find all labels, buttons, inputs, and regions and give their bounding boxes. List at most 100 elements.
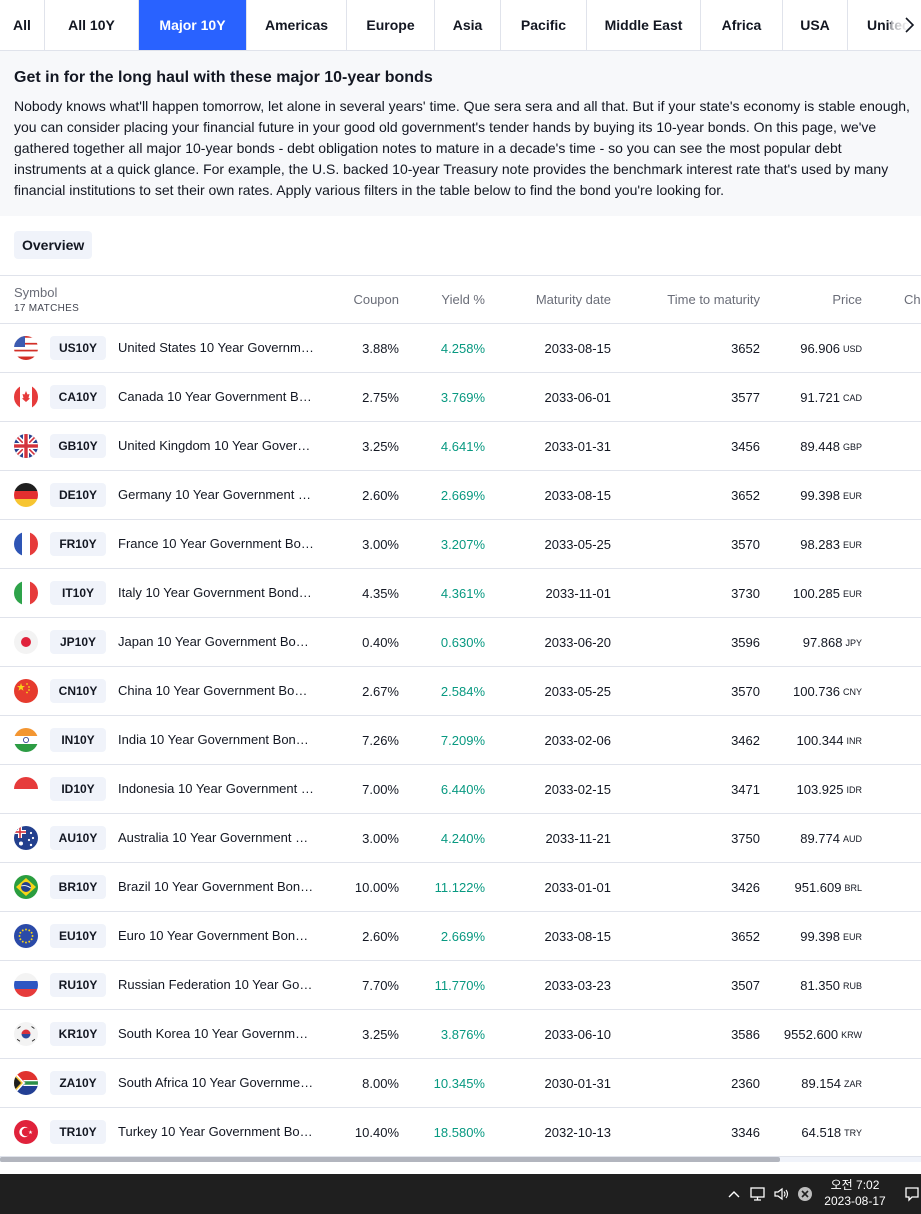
maturity-date-value: 2033-08-15 bbox=[544, 340, 612, 356]
table-row[interactable]: RU10Y Russian Federation 10 Year Governme… bbox=[0, 961, 921, 1010]
bond-ticker[interactable]: ZA10Y bbox=[50, 1071, 106, 1095]
price-currency: ZAR bbox=[844, 1079, 862, 1089]
price-currency: KRW bbox=[841, 1030, 862, 1040]
price-currency: CNY bbox=[842, 687, 862, 697]
bond-name[interactable]: China 10 Year Government Bonds Yield bbox=[118, 683, 314, 698]
column-maturity-date[interactable]: Maturity date bbox=[535, 292, 611, 307]
intro-title: Get in for the long haul with these majo… bbox=[14, 69, 433, 86]
table-row[interactable]: CN10Y China 10 Year Government Bonds Yiel… bbox=[0, 667, 921, 716]
maturity-date-value: 2032-10-13 bbox=[544, 1124, 612, 1140]
tab-asia[interactable]: Asia bbox=[435, 0, 501, 50]
column-symbol[interactable]: Symbol 17 MATCHES bbox=[14, 276, 79, 323]
bond-name[interactable]: Canada 10 Year Government Bonds Yield bbox=[118, 389, 314, 404]
bond-name[interactable]: United States 10 Year Government Bonds Y… bbox=[118, 340, 314, 355]
column-yield[interactable]: Yield % bbox=[441, 292, 485, 307]
horizontal-scrollbar[interactable] bbox=[0, 1157, 921, 1162]
bond-name[interactable]: Australia 10 Year Government Bonds Yield bbox=[118, 830, 314, 845]
bond-ticker[interactable]: GB10Y bbox=[50, 434, 106, 458]
bond-name[interactable]: United Kingdom 10 Year Government Bonds … bbox=[118, 438, 314, 453]
coupon-value: 7.70% bbox=[362, 977, 399, 993]
table-row[interactable]: US10Y United States 10 Year Government Bo… bbox=[0, 324, 921, 373]
volume-icon[interactable] bbox=[772, 1184, 792, 1204]
table-row[interactable]: AU10Y Australia 10 Year Government Bonds … bbox=[0, 814, 921, 863]
chevron-up-icon[interactable] bbox=[724, 1184, 744, 1204]
bond-ticker[interactable]: US10Y bbox=[50, 336, 106, 360]
tabs-scroll-right-button[interactable] bbox=[891, 0, 921, 50]
price-cell: 99.398 EUR bbox=[770, 912, 862, 960]
coupon-value: 2.60% bbox=[362, 928, 399, 944]
coupon-value: 2.60% bbox=[362, 487, 399, 503]
column-time-to-maturity[interactable]: Time to maturity bbox=[667, 292, 760, 307]
tr-flag-icon bbox=[14, 1120, 38, 1144]
tab-all[interactable]: All bbox=[0, 0, 45, 50]
tab-middle-east[interactable]: Middle East bbox=[587, 0, 701, 50]
tab-pacific[interactable]: Pacific bbox=[501, 0, 587, 50]
yield-value: 0.630% bbox=[440, 634, 485, 650]
bond-name[interactable]: Russian Federation 10 Year Government Bo… bbox=[118, 977, 314, 992]
yield-value: 6.440% bbox=[440, 781, 485, 797]
column-price[interactable]: Price bbox=[832, 292, 862, 307]
bond-name[interactable]: Indonesia 10 Year Government Bonds Yield bbox=[118, 781, 314, 796]
bond-ticker[interactable]: CN10Y bbox=[50, 679, 106, 703]
table-row[interactable]: ZA10Y South Africa 10 Year Government Bon… bbox=[0, 1059, 921, 1108]
price-value: 9552.600 bbox=[783, 1026, 839, 1042]
tab-major-10y[interactable]: Major 10Y bbox=[139, 0, 247, 50]
tab-europe[interactable]: Europe bbox=[347, 0, 435, 50]
bond-ticker[interactable]: ID10Y bbox=[50, 777, 106, 801]
maturity-date-value: 2033-06-10 bbox=[544, 1026, 612, 1042]
bond-name[interactable]: Brazil 10 Year Government Bonds Yield bbox=[118, 879, 314, 894]
bond-name[interactable]: Turkey 10 Year Government Bonds Yield bbox=[118, 1124, 314, 1139]
bond-ticker[interactable]: IN10Y bbox=[50, 728, 106, 752]
column-coupon[interactable]: Coupon bbox=[353, 292, 399, 307]
bond-name[interactable]: Euro 10 Year Government Bonds Yield bbox=[118, 928, 314, 943]
bond-ticker[interactable]: IT10Y bbox=[50, 581, 106, 605]
overview-tab[interactable]: Overview bbox=[14, 231, 93, 259]
bond-ticker[interactable]: JP10Y bbox=[50, 630, 106, 654]
bond-ticker[interactable]: BR10Y bbox=[50, 875, 106, 899]
bond-ticker[interactable]: KR10Y bbox=[50, 1022, 106, 1046]
tab-americas[interactable]: Americas bbox=[247, 0, 347, 50]
notification-close-icon[interactable] bbox=[795, 1184, 815, 1204]
bond-name[interactable]: France 10 Year Government Bonds Yield bbox=[118, 536, 314, 551]
tab-africa[interactable]: Africa bbox=[701, 0, 783, 50]
table-row[interactable]: JP10Y Japan 10 Year Government Bonds Yiel… bbox=[0, 618, 921, 667]
scrollbar-thumb[interactable] bbox=[0, 1157, 780, 1162]
bond-ticker[interactable]: FR10Y bbox=[50, 532, 106, 556]
bond-ticker[interactable]: AU10Y bbox=[50, 826, 106, 850]
table-row[interactable]: KR10Y South Korea 10 Year Government Bond… bbox=[0, 1010, 921, 1059]
table-row[interactable]: BR10Y Brazil 10 Year Government Bonds Yie… bbox=[0, 863, 921, 912]
tab-all-10y[interactable]: All 10Y bbox=[45, 0, 139, 50]
column-change[interactable]: Change % bbox=[904, 292, 921, 307]
column-symbol-label: Symbol bbox=[14, 285, 58, 300]
bond-ticker[interactable]: EU10Y bbox=[50, 924, 106, 948]
bond-ticker[interactable]: CA10Y bbox=[50, 385, 106, 409]
bond-name[interactable]: South Korea 10 Year Government Bonds Yie… bbox=[118, 1026, 314, 1041]
taskbar-clock[interactable]: 오전 7:02 2023-08-17 bbox=[815, 1177, 895, 1209]
table-row[interactable]: GB10Y United Kingdom 10 Year Government B… bbox=[0, 422, 921, 471]
table-row[interactable]: IN10Y India 10 Year Government Bonds Yiel… bbox=[0, 716, 921, 765]
network-icon[interactable] bbox=[748, 1184, 768, 1204]
table-row[interactable]: DE10Y Germany 10 Year Government Bonds Yi… bbox=[0, 471, 921, 520]
clock-date: 2023-08-17 bbox=[824, 1194, 886, 1208]
price-cell: 951.609 BRL bbox=[770, 863, 862, 911]
table-row[interactable]: EU10Y Euro 10 Year Government Bonds Yield… bbox=[0, 912, 921, 961]
time-to-maturity-value: 2360 bbox=[731, 1075, 760, 1091]
bond-ticker[interactable]: TR10Y bbox=[50, 1120, 106, 1144]
tab-usa[interactable]: USA bbox=[783, 0, 848, 50]
bond-name[interactable]: South Africa 10 Year Government Bonds Yi… bbox=[118, 1075, 314, 1090]
coupon-value: 3.00% bbox=[362, 536, 399, 552]
table-row[interactable]: ID10Y Indonesia 10 Year Government Bonds … bbox=[0, 765, 921, 814]
bond-name[interactable]: Germany 10 Year Government Bonds Yield bbox=[118, 487, 314, 502]
bond-name[interactable]: Italy 10 Year Government Bonds Yield bbox=[118, 585, 314, 600]
table-row[interactable]: CA10Y Canada 10 Year Government Bonds Yie… bbox=[0, 373, 921, 422]
bond-name[interactable]: India 10 Year Government Bonds Yield bbox=[118, 732, 314, 747]
price-currency: USD bbox=[842, 344, 862, 354]
maturity-date-value: 2033-02-06 bbox=[544, 732, 612, 748]
bond-ticker[interactable]: RU10Y bbox=[50, 973, 106, 997]
table-row[interactable]: IT10Y Italy 10 Year Government Bonds Yiel… bbox=[0, 569, 921, 618]
action-center-icon[interactable] bbox=[902, 1184, 921, 1204]
bond-ticker[interactable]: DE10Y bbox=[50, 483, 106, 507]
bond-name[interactable]: Japan 10 Year Government Bonds Yield bbox=[118, 634, 314, 649]
table-row[interactable]: FR10Y France 10 Year Government Bonds Yie… bbox=[0, 520, 921, 569]
table-row[interactable]: TR10Y Turkey 10 Year Government Bonds Yie… bbox=[0, 1108, 921, 1157]
